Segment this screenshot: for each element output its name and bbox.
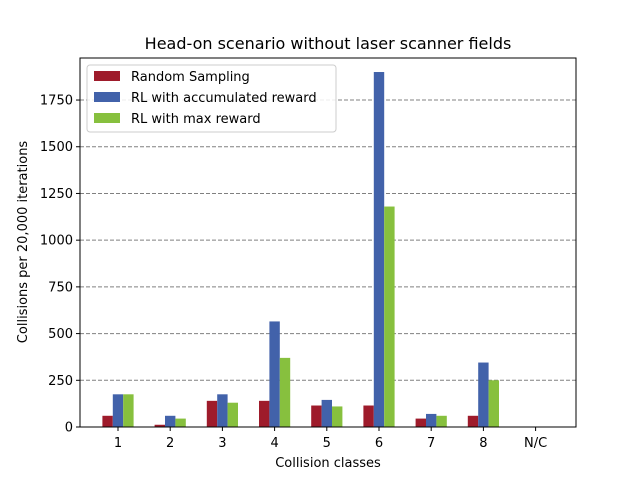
bar: [426, 413, 437, 427]
bar: [269, 321, 280, 427]
bar: [321, 399, 332, 427]
bar: [488, 380, 499, 427]
y-tick-label: 250: [48, 374, 73, 389]
y-tick-label: 1750: [40, 94, 73, 109]
chart-title: Head-on scenario without laser scanner f…: [145, 34, 512, 53]
bars: [102, 72, 499, 427]
x-tick-label: 2: [166, 436, 174, 451]
bar: [467, 415, 479, 427]
bar: [112, 394, 124, 427]
y-tick-label: 1250: [40, 187, 73, 202]
bar: [311, 405, 322, 427]
legend-swatch: [94, 92, 120, 102]
bar: [373, 72, 385, 427]
x-tick-label: 8: [479, 436, 487, 451]
legend-swatch: [94, 113, 120, 123]
x-tick-label: 4: [270, 436, 278, 451]
x-tick-label: 1: [114, 436, 122, 451]
y-tick-label: 500: [48, 327, 73, 342]
bar: [123, 394, 134, 427]
x-tick-label: 5: [323, 436, 331, 451]
bar: [175, 418, 186, 427]
bar: [436, 415, 447, 427]
legend-entry: RL with accumulated reward: [131, 91, 317, 106]
x-tick-label: 7: [427, 436, 435, 451]
y-axis-label: Collisions per 20,000 iterations: [16, 141, 31, 344]
bar: [154, 424, 165, 427]
bar: [206, 400, 218, 427]
legend-box: [86, 64, 337, 133]
bar: [102, 415, 113, 427]
y-axis: 0 250 500 750 1000 1250 1500 1750: [40, 94, 80, 436]
legend-swatch: [94, 71, 120, 81]
y-tick-label: 1500: [40, 140, 73, 155]
bar: [478, 362, 489, 427]
plot-frame: [79, 57, 577, 428]
x-tick-label: N/C: [524, 436, 547, 451]
gridlines: [80, 99, 576, 381]
legend: Random Sampling RL with accumulated rewar…: [86, 64, 337, 133]
bar: [227, 402, 238, 427]
bar: [165, 415, 176, 427]
bar: [332, 406, 343, 427]
x-axis: 1 2 3 4 5 6 7 8 N/C: [114, 427, 547, 451]
y-tick-label: 1000: [40, 234, 73, 249]
bar: [415, 418, 426, 427]
bar: [384, 206, 395, 427]
bar: [279, 357, 291, 427]
x-tick-label: 3: [218, 436, 226, 451]
x-axis-label: Collision classes: [275, 456, 381, 471]
y-tick-label: 750: [48, 280, 73, 295]
legend-entry: Random Sampling: [131, 70, 250, 85]
bar: [259, 400, 270, 427]
bar: [217, 394, 228, 427]
bar: [363, 405, 374, 427]
legend-entry: RL with max reward: [131, 112, 261, 127]
x-tick-label: 6: [375, 436, 383, 451]
y-tick-label: 0: [65, 421, 73, 436]
